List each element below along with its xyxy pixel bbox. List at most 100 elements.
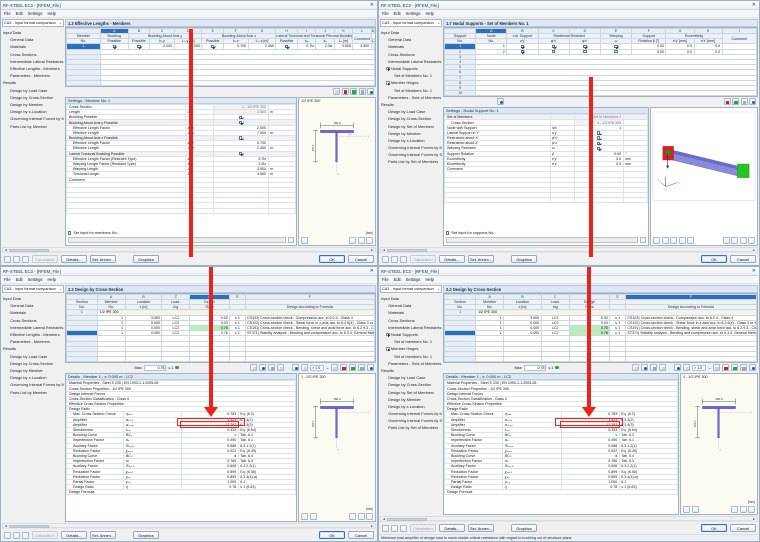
nav-tree-item[interactable]: · Design by Member	[380, 130, 442, 137]
graphics-button[interactable]: Graphics	[511, 524, 537, 532]
nav-tree-item[interactable]: · Parts List by Member	[2, 122, 64, 129]
checkbox-icon[interactable]	[446, 231, 450, 235]
ok-button[interactable]: OK	[701, 524, 727, 532]
units-icon[interactable]	[13, 531, 20, 539]
nav-tree-item[interactable]: · Design by Member	[2, 101, 64, 108]
graphics-button[interactable]: Graphics	[133, 531, 159, 539]
view-icon[interactable]	[748, 364, 756, 372]
menu-edit[interactable]: Edit	[393, 277, 401, 282]
select-icon[interactable]	[687, 237, 694, 244]
scroll-right-icon[interactable]: ►	[751, 248, 757, 253]
set-input-row[interactable]: Set input for members No.:	[68, 231, 294, 235]
empty-rows[interactable]: 3 4 5 6 7 8 9 10	[443, 53, 757, 97]
nav-tree-item[interactable]: Nodal Supports	[380, 65, 442, 72]
details-button[interactable]: Details...	[439, 524, 465, 532]
zoom-icon[interactable]	[366, 237, 373, 244]
table-row[interactable]: 10	[443, 90, 757, 97]
config-icon[interactable]	[400, 524, 407, 532]
checkbox-icon[interactable]	[211, 44, 215, 49]
settings-row-value[interactable]	[212, 119, 269, 126]
details-button[interactable]: Details...	[61, 531, 87, 539]
cross-section-view[interactable]: 1 - 1/2 IPE 300 150.0	[680, 373, 758, 515]
help-icon[interactable]	[4, 531, 11, 539]
view-front-icon[interactable]	[722, 237, 730, 244]
nav-tree-item[interactable]: · Design by x-Location	[380, 137, 442, 144]
edit-icon[interactable]	[330, 364, 338, 372]
print-icon[interactable]	[333, 87, 340, 95]
table-row[interactable]	[66, 79, 376, 86]
nav-tree-item[interactable]: · Design by Set of Members	[380, 388, 442, 395]
nav-tree-item[interactable]: · Parameters - Members	[2, 338, 64, 345]
cross-section-view[interactable]: 1/2 IPE 300 150.0	[298, 96, 376, 246]
rotate-icon[interactable]	[661, 237, 669, 244]
visibility-icon[interactable]	[683, 364, 691, 372]
menu-file[interactable]: File	[4, 277, 11, 282]
menu-help[interactable]: Help	[425, 277, 434, 282]
checkbox-icon[interactable]	[597, 141, 601, 145]
member-select-input[interactable]	[68, 236, 286, 243]
calculation-button[interactable]: Calculation	[32, 531, 58, 539]
menu-help[interactable]: Help	[47, 277, 56, 282]
nav-tree[interactable]: Input Data · General Data · Materials · Cross-…	[2, 293, 64, 522]
nav-tree-item[interactable]: · Design by Cross-Section	[380, 381, 442, 388]
dimension-icon[interactable]	[357, 513, 365, 520]
settings-row-value[interactable]	[212, 134, 269, 142]
config-icon[interactable]	[400, 255, 407, 263]
print-icon[interactable]	[277, 364, 285, 372]
checkbox-icon[interactable]	[520, 50, 525, 54]
nav-tree-item[interactable]: · General Data	[380, 36, 442, 43]
close-icon[interactable]: ✕	[369, 267, 374, 274]
checkbox-icon[interactable]	[238, 120, 243, 125]
graphics-button[interactable]: Graphics	[511, 255, 537, 263]
nav-tree[interactable]: Input Data · General Data · Materials · Cross-…	[380, 293, 442, 515]
nav-tree-item[interactable]: · Governing Internal Forces by S	[380, 417, 442, 424]
settings-icon[interactable]	[740, 98, 748, 106]
cross-section-canvas[interactable]: 150.0 150.0 y z	[681, 380, 757, 505]
nav-tree-item[interactable]: · Intermediate Lateral Restraints	[2, 324, 64, 331]
settings-icon[interactable]	[739, 364, 747, 372]
calculation-button[interactable]: Calculation	[410, 524, 436, 532]
nav-tree-item[interactable]: Results	[2, 79, 64, 86]
details-button[interactable]: Details...	[439, 255, 465, 263]
scroll-left-icon[interactable]: ◄	[381, 248, 387, 253]
units-icon[interactable]	[391, 524, 398, 532]
nav-tree-item[interactable]: · Set of members No. 1	[380, 338, 442, 345]
nav-tree-item[interactable]: · Design by x-Location	[2, 108, 64, 115]
nav-tree-item[interactable]: · General Data	[2, 302, 64, 309]
info-icon[interactable]	[301, 237, 308, 244]
calculation-button[interactable]: Calculation	[32, 255, 58, 263]
dimension-icon[interactable]	[739, 506, 747, 513]
close-icon[interactable]: ✕	[751, 1, 756, 8]
cross-section-canvas[interactable]: 150.0 150.0 y z 2	[299, 104, 375, 236]
cell-formula[interactable]: CS191) Cross-section check - Bending, sh…	[624, 324, 758, 332]
units-icon[interactable]	[391, 255, 398, 263]
nav-tree-item[interactable]: · Design by Cross-Section	[2, 94, 64, 101]
details-row[interactable]: Buckling Curve BCₗₜ d Tab. 6.4	[443, 452, 679, 460]
cancel-button[interactable]: Cancel	[730, 255, 756, 263]
scroll-right-icon[interactable]: ►	[369, 524, 375, 529]
menu-settings[interactable]: Settings	[405, 277, 421, 282]
row-empty[interactable]	[475, 90, 757, 97]
settings-row[interactable]	[65, 207, 296, 214]
graphics-button[interactable]: Graphics	[133, 255, 159, 263]
filter-icon[interactable]	[650, 364, 658, 372]
edit-icon[interactable]	[712, 364, 720, 372]
menu-file[interactable]: File	[4, 11, 11, 16]
sort-icon[interactable]	[292, 364, 300, 372]
view-icon[interactable]	[749, 98, 756, 106]
settings-row[interactable]: Buckling Possible	[65, 114, 296, 121]
checkbox-icon[interactable]	[551, 50, 556, 54]
table-row[interactable]: 2 2 0.00 0.0 0.0	[443, 48, 758, 55]
nav-tree-item[interactable]: · Design by Cross-Section	[380, 115, 442, 122]
export-icon[interactable]	[348, 364, 356, 372]
config-icon[interactable]	[22, 531, 29, 539]
menu-settings[interactable]: Settings	[27, 11, 43, 16]
import-icon[interactable]	[723, 98, 731, 106]
horizontal-scrollbar[interactable]: ◄ ►	[380, 516, 758, 521]
details-group-row[interactable]: Design Formula	[66, 489, 296, 496]
copy-icon[interactable]	[691, 506, 699, 513]
settings-row[interactable]: Buckling About Axis y Possible	[65, 119, 296, 126]
nav-tree-item[interactable]: · Governing Internal Forces by M	[380, 410, 442, 417]
set-annex-button[interactable]: Set. Annex...	[468, 255, 494, 263]
